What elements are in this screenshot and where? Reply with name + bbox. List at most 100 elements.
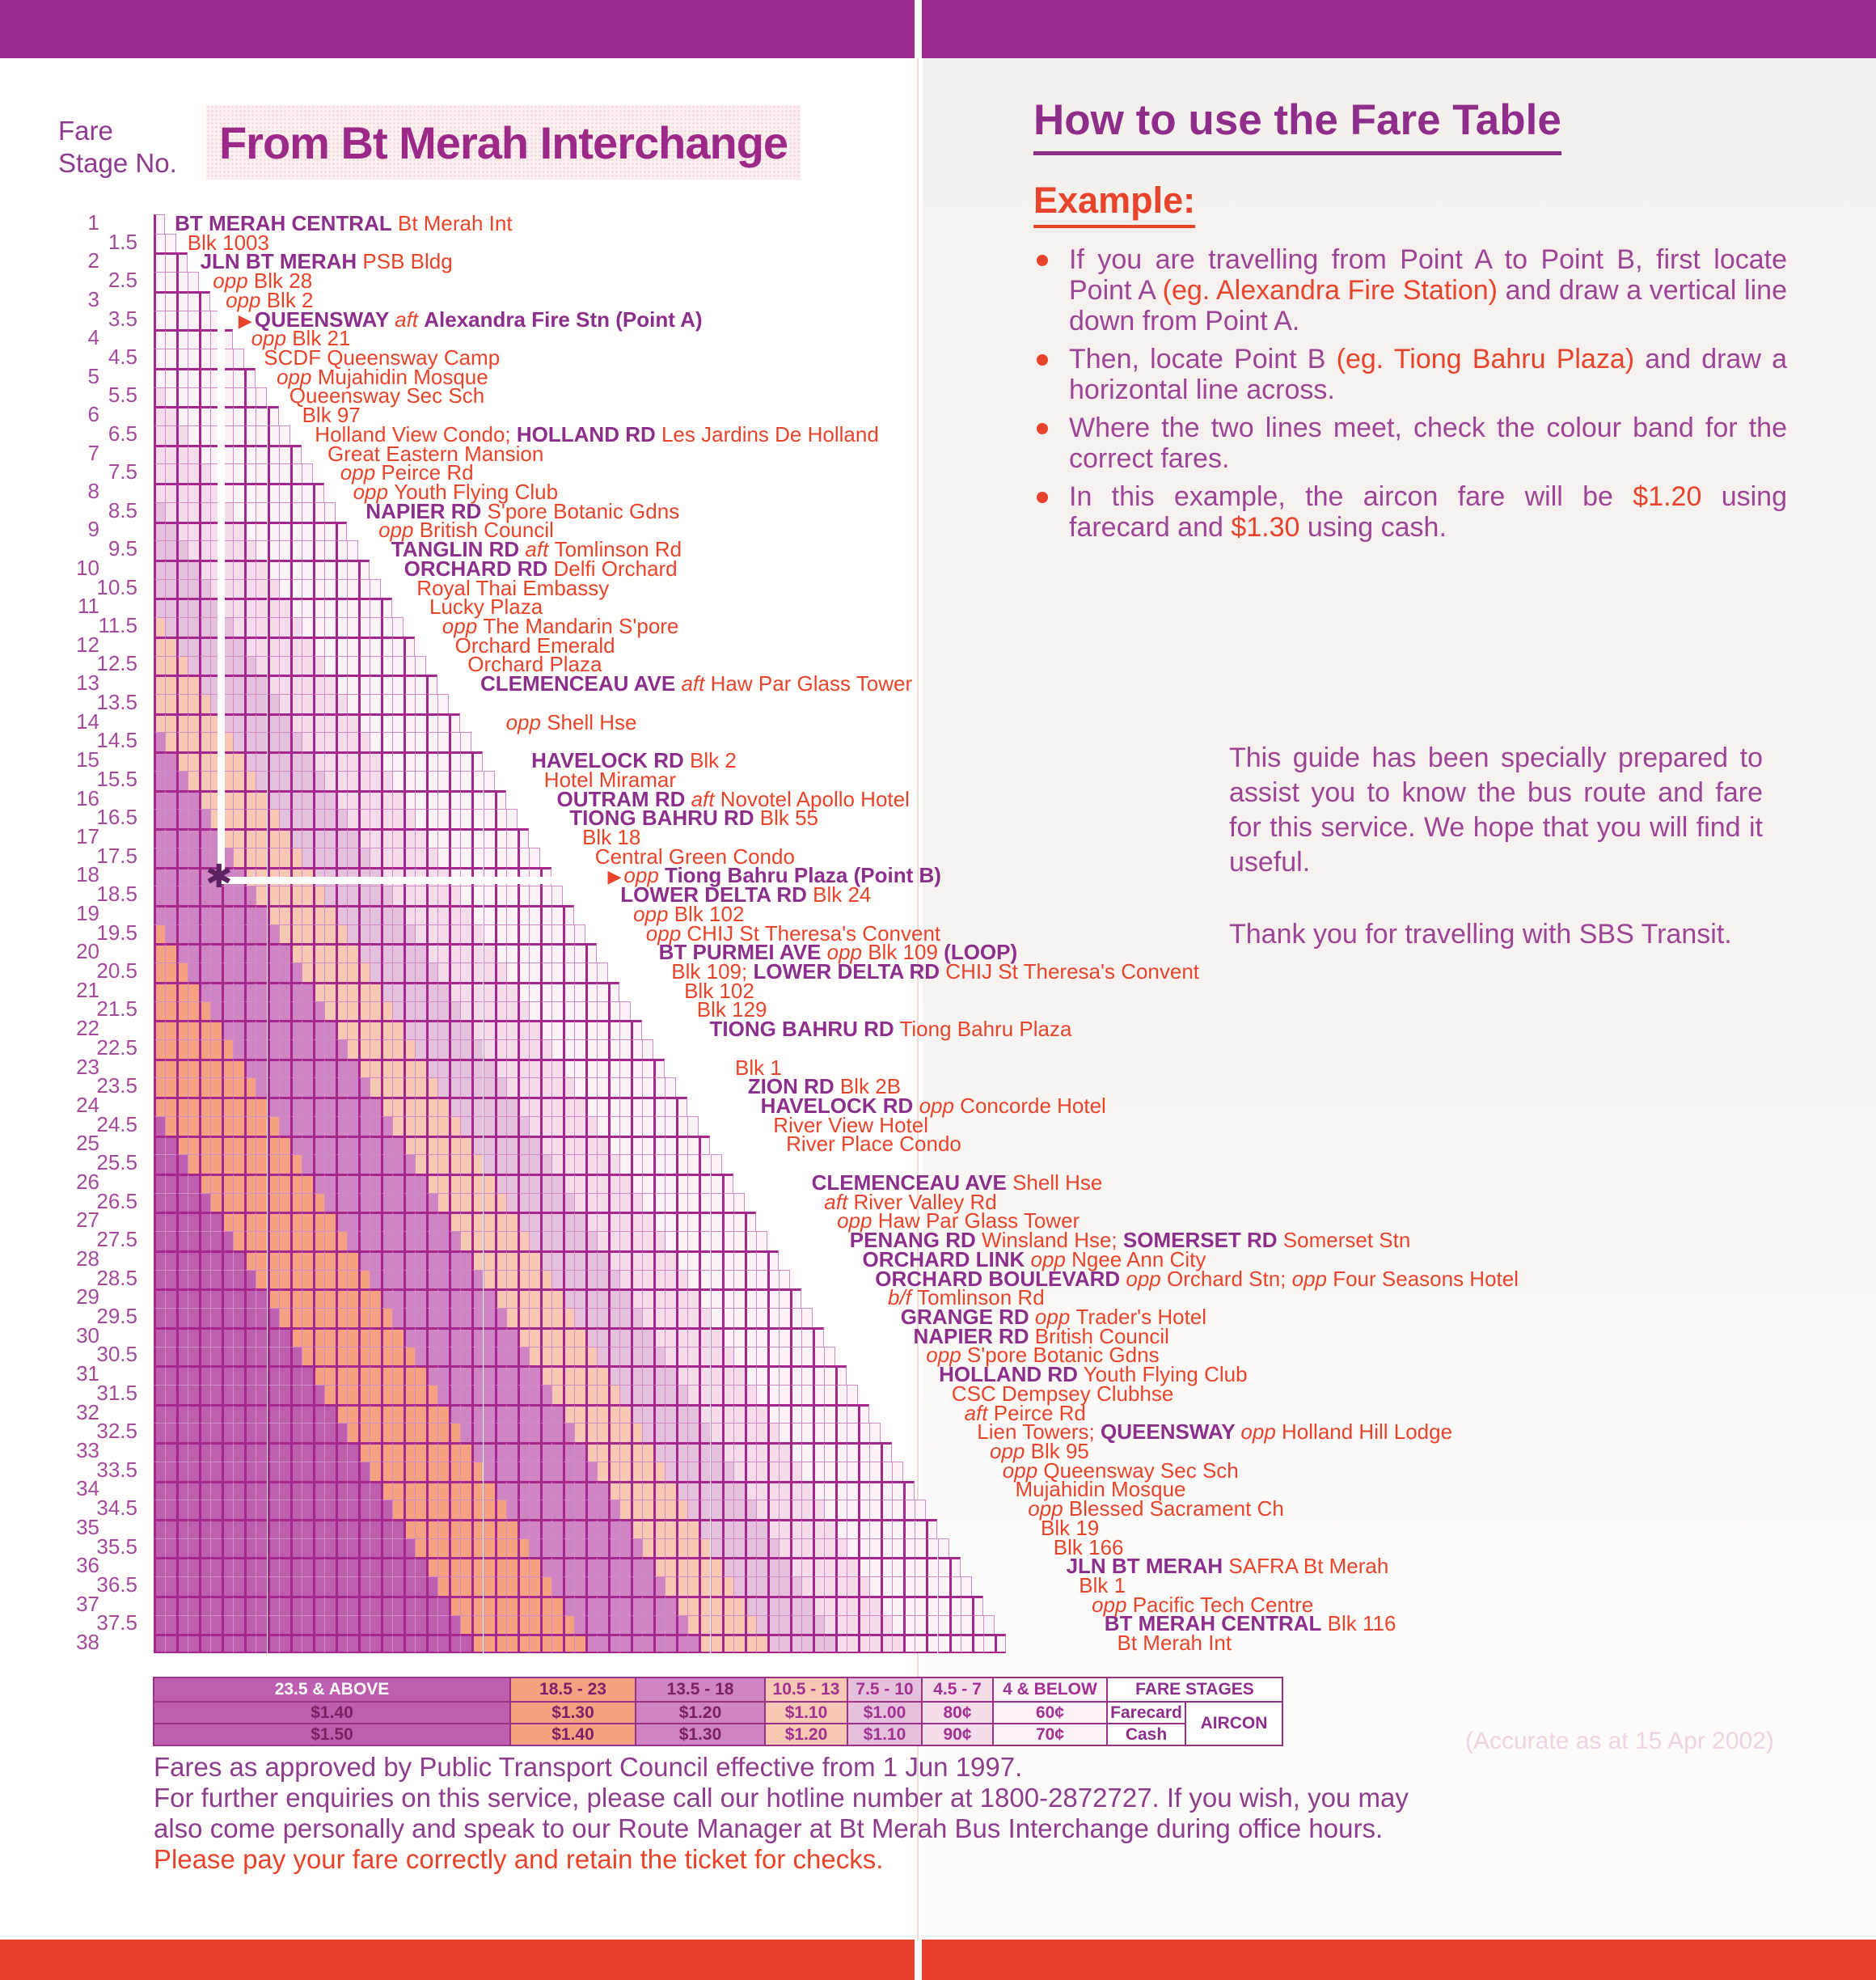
fare-cell <box>154 1039 166 1059</box>
fare-cell <box>381 675 393 695</box>
fare-cell <box>460 1576 472 1596</box>
fare-cell <box>199 406 211 425</box>
fare-cell <box>778 1346 790 1366</box>
fare-cell <box>437 1154 450 1174</box>
bullet-text-part: If you are travelling from Point A to Po… <box>1069 244 1787 306</box>
fare-cell <box>494 1423 506 1443</box>
fare-cell <box>154 904 166 924</box>
fare-cell <box>597 1001 609 1021</box>
fare-cell <box>199 866 211 886</box>
stop-label: opp Queensway Sec Sch <box>1003 1458 1239 1483</box>
fare-cell <box>585 1365 597 1385</box>
fare-cell <box>188 578 200 599</box>
fare-cell <box>154 1308 166 1327</box>
fare-cell <box>608 1308 620 1327</box>
fare-cell <box>210 1058 222 1078</box>
fare-cell <box>154 1326 166 1347</box>
fare-cell <box>222 1500 234 1519</box>
fare-cell <box>733 1442 745 1462</box>
fare-cell <box>244 1461 256 1481</box>
fare-cell <box>176 1192 188 1212</box>
fare-cell <box>289 1500 302 1519</box>
fare-cell <box>244 1634 256 1654</box>
fare-cell <box>346 1614 358 1635</box>
fare-cell <box>392 1039 404 1059</box>
fare-cell <box>369 598 381 618</box>
fare-cell <box>619 1001 632 1021</box>
fare-cell <box>301 962 313 982</box>
legend-range: 13.5 - 18 <box>635 1677 766 1703</box>
fare-cell <box>323 1595 336 1615</box>
fare-cell <box>381 1288 393 1309</box>
fare-cell <box>154 387 166 407</box>
fare-cell <box>949 1576 961 1596</box>
fare-cell <box>597 1192 609 1212</box>
fare-cell <box>653 1442 665 1462</box>
fare-cell <box>323 1461 336 1481</box>
fare-cell <box>222 1519 234 1538</box>
fare-cell <box>154 962 166 982</box>
fare-cell <box>847 1538 859 1558</box>
fare-cell <box>573 1595 585 1615</box>
fare-cell <box>233 578 245 599</box>
fare-cell <box>357 1039 370 1059</box>
fare-cell <box>256 1058 268 1078</box>
fare-cell <box>449 1231 461 1250</box>
fare-cell <box>471 1077 484 1098</box>
fare-cell <box>778 1442 790 1462</box>
fare-cell <box>176 943 188 963</box>
fare-cell <box>381 1154 393 1174</box>
fare-cell <box>539 1423 551 1443</box>
stop-label-part: Blk 97 <box>302 402 361 427</box>
fare-cell <box>573 1538 585 1558</box>
fare-cell <box>369 847 381 867</box>
fare-cell <box>676 1442 688 1462</box>
fare-cell <box>573 1250 585 1270</box>
fare-cell <box>256 1326 268 1347</box>
fare-cell <box>619 1614 632 1635</box>
fare-cell <box>256 1308 268 1327</box>
fare-cell <box>222 1403 234 1424</box>
fare-cell <box>381 1231 393 1250</box>
legend-farecard-fare: $1.00 <box>847 1701 923 1724</box>
fare-cell <box>426 1020 438 1039</box>
fare-cell <box>426 904 438 924</box>
fare-cell <box>188 1576 200 1596</box>
fare-cell <box>267 598 279 618</box>
fare-cell <box>426 1365 438 1385</box>
fare-cell <box>154 866 166 886</box>
fare-cell <box>653 1269 665 1289</box>
fare-cell <box>404 1135 416 1155</box>
example-horizontal-line <box>218 877 577 884</box>
fare-cell <box>778 1384 790 1404</box>
fare-cell <box>267 1423 279 1443</box>
fare-cell <box>687 1346 699 1366</box>
fare-cell <box>949 1634 961 1654</box>
fare-cell <box>222 1288 234 1309</box>
fare-cell <box>267 1115 279 1136</box>
fare-cell <box>665 1519 677 1538</box>
fare-cell <box>789 1614 801 1635</box>
fare-cell <box>312 789 324 810</box>
fare-cell <box>562 1423 574 1443</box>
fare-cell <box>210 1423 222 1443</box>
fare-cell <box>154 1403 166 1424</box>
fare-cell <box>767 1346 779 1366</box>
fare-cell <box>312 886 324 905</box>
fare-cell <box>278 425 290 445</box>
fare-cell <box>210 904 222 924</box>
fare-cell <box>312 1365 324 1385</box>
fare-cell <box>608 1174 620 1193</box>
fare-cell <box>642 1538 654 1558</box>
fare-cell <box>415 1192 427 1212</box>
fare-cell <box>517 1442 529 1462</box>
fare-cell <box>165 425 177 445</box>
fare-cell <box>471 1212 484 1232</box>
stop-label-part: Shell Hse <box>547 709 637 734</box>
fare-cell <box>551 1231 563 1250</box>
fare-cell <box>278 540 290 560</box>
stop-label-part: Blk 102 <box>684 978 754 1003</box>
fare-cell <box>335 1384 347 1404</box>
fare-cell <box>812 1461 824 1481</box>
fare-cell <box>289 1212 302 1232</box>
